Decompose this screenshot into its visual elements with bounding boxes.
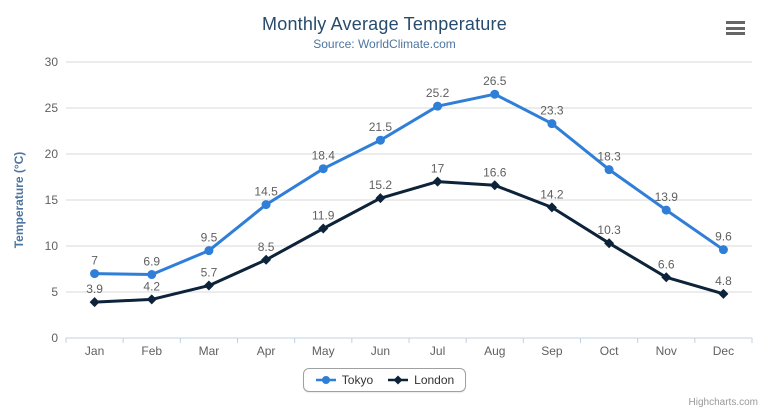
tokyo-series-marker-icon [315,376,336,384]
y-axis-title: Temperature (°C) [12,152,26,249]
data-label-london: 17 [431,162,445,176]
data-label-tokyo: 9.6 [715,230,732,244]
data-label-london: 15.2 [369,178,393,192]
point-london-apr[interactable] [261,254,272,265]
data-label-tokyo: 13.9 [655,190,679,204]
point-tokyo-mar[interactable] [204,246,214,256]
point-tokyo-dec[interactable] [718,245,728,255]
point-tokyo-feb[interactable] [147,270,157,280]
x-tick-label: Jun [371,344,390,358]
x-tick-label: Aug [484,344,505,358]
point-london-dec[interactable] [718,288,729,299]
data-label-tokyo: 25.2 [426,86,450,100]
y-tick-label: 0 [51,331,58,345]
data-label-london: 4.8 [715,274,732,288]
data-label-london: 3.9 [86,282,103,296]
point-london-mar[interactable] [203,280,214,291]
point-tokyo-apr[interactable] [261,200,271,210]
y-tick-label: 30 [45,55,59,69]
legend-box: Tokyo London [302,368,467,392]
legend-label-london: London [414,373,455,387]
y-tick-label: 25 [45,101,59,115]
point-london-oct[interactable] [604,238,615,249]
data-label-london: 10.3 [597,223,621,237]
point-london-jul[interactable] [432,176,443,187]
point-tokyo-may[interactable] [318,164,328,174]
data-label-tokyo: 7 [91,254,98,268]
point-tokyo-jan[interactable] [90,269,100,279]
point-london-aug[interactable] [489,180,500,191]
point-london-jan[interactable] [89,297,100,308]
point-london-nov[interactable] [661,272,672,283]
data-label-tokyo: 14.5 [254,185,278,199]
data-label-tokyo: 9.5 [201,231,218,245]
point-tokyo-jun[interactable] [375,135,385,145]
data-label-tokyo: 6.9 [143,255,160,269]
y-tick-label: 20 [45,147,59,161]
x-tick-label: Jul [430,344,445,358]
legend-label-tokyo: Tokyo [341,373,374,387]
x-tick-label: Dec [713,344,734,358]
x-tick-label: Sep [541,344,563,358]
x-tick-label: May [312,344,335,358]
legend-item-tokyo[interactable]: Tokyo [315,373,373,387]
context-menu-button[interactable] [726,21,745,35]
y-tick-label: 10 [45,239,59,253]
x-tick-label: Mar [199,344,220,358]
chart-title: Monthly Average Temperature [262,14,507,34]
data-label-tokyo: 23.3 [540,104,564,118]
data-label-london: 16.6 [483,165,507,179]
data-label-london: 6.6 [658,257,675,271]
hamburger-menu-icon [726,21,745,24]
data-label-tokyo: 26.5 [483,74,507,88]
point-tokyo-sep[interactable] [547,119,557,129]
data-label-tokyo: 18.3 [597,150,621,164]
data-label-london: 14.2 [540,187,564,201]
y-tick-label: 5 [51,285,58,299]
point-tokyo-oct[interactable] [604,165,614,175]
point-tokyo-nov[interactable] [661,205,671,215]
hamburger-menu-icon [726,32,745,35]
y-tick-label: 15 [45,193,59,207]
x-tick-label: Oct [600,344,619,358]
x-tick-label: Nov [656,344,677,358]
series-line-tokyo [93,92,725,276]
point-london-may[interactable] [318,223,329,234]
hamburger-menu-icon [726,26,745,30]
point-london-jun[interactable] [375,193,386,204]
point-london-feb[interactable] [146,294,157,305]
data-label-london: 8.5 [258,240,275,254]
data-label-tokyo: 18.4 [312,149,336,163]
chart-subtitle: Source: WorldClimate.com [313,37,456,51]
point-tokyo-jul[interactable] [433,101,443,111]
x-tick-label: Apr [257,344,276,358]
point-london-sep[interactable] [546,202,557,213]
data-label-london: 11.9 [312,209,335,223]
series-line-london [93,180,725,304]
legend-item-london[interactable]: London [387,373,454,387]
data-label-london: 4.2 [143,279,160,293]
data-label-tokyo: 21.5 [369,120,393,134]
data-label-london: 5.7 [201,266,218,280]
london-series-marker-icon [388,375,409,385]
point-tokyo-aug[interactable] [490,89,500,99]
legend: Tokyo London [0,368,769,392]
x-tick-label: Feb [141,344,162,358]
x-tick-label: Jan [85,344,104,358]
credits-link[interactable]: Highcharts.com [688,397,758,408]
